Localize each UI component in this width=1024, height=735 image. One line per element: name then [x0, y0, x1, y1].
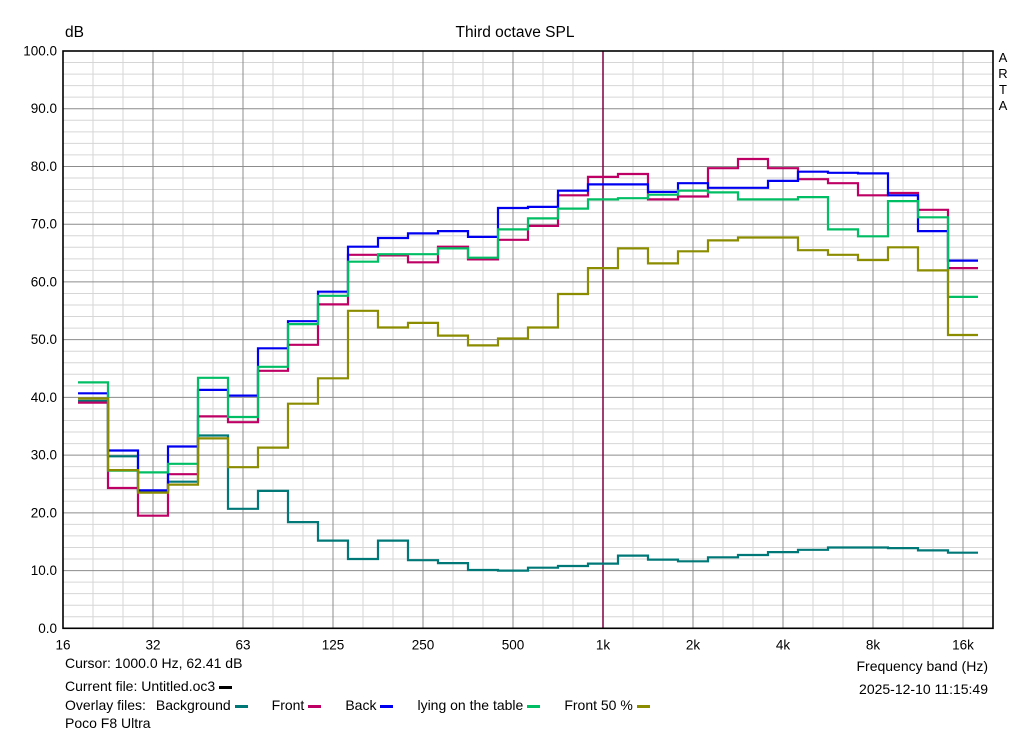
x-tick-label: 250	[412, 637, 435, 652]
arta-watermark: T	[999, 82, 1007, 97]
current-file-swatch	[219, 685, 233, 689]
chart-title: Third octave SPL	[456, 24, 575, 41]
overlay-legend: Background Front Back lying on the table Fro…	[146, 697, 664, 713]
overlay-name: Back	[345, 697, 377, 713]
x-tick-label: 4k	[776, 637, 791, 652]
datetime-label: 2025-12-10 11:15:49	[859, 681, 988, 697]
x-tick-label: 125	[322, 637, 345, 652]
overlay-swatch	[527, 704, 541, 708]
overlay-item: Back	[335, 697, 394, 713]
overlay-swatch	[380, 704, 394, 708]
y-unit-label: dB	[65, 24, 84, 41]
x-tick-label: 16	[55, 637, 70, 652]
x-tick-label: 500	[502, 637, 525, 652]
series-background	[78, 399, 978, 572]
arta-watermark: A	[999, 50, 1008, 65]
x-tick-label: 63	[235, 637, 250, 652]
y-tick-label: 10.0	[31, 563, 57, 578]
y-tick-label: 30.0	[31, 448, 57, 463]
current-file-line: Current file: Untitled.oc3	[65, 678, 233, 694]
x-tick-label: 2k	[686, 637, 701, 652]
overlay-swatch	[234, 704, 248, 708]
y-tick-label: 90.0	[31, 101, 57, 116]
x-tick-label: 32	[145, 637, 160, 652]
overlay-item: Front 50 %	[554, 697, 650, 713]
series-lying-on-the-table	[78, 189, 978, 474]
x-axis-label: Frequency band (Hz)	[856, 658, 988, 674]
y-tick-label: 60.0	[31, 274, 57, 289]
arta-watermark: A	[999, 98, 1008, 113]
y-tick-label: 100.0	[23, 44, 57, 59]
cursor-readout: Cursor: 1000.0 Hz, 62.41 dB	[65, 655, 243, 671]
overlay-item: Background	[146, 697, 248, 713]
overlay-name: Background	[155, 697, 231, 713]
series-front-50-	[78, 236, 978, 494]
y-tick-label: 40.0	[31, 390, 57, 405]
x-tick-label: 1k	[596, 637, 611, 652]
arta-watermark: R	[998, 66, 1007, 81]
y-tick-label: 70.0	[31, 217, 57, 232]
y-tick-label: 80.0	[31, 159, 57, 174]
overlay-item: lying on the table	[407, 697, 541, 713]
overlay-files-line: Overlay files: Background Front Back lying o…	[65, 697, 664, 713]
overlay-item: Front	[262, 697, 322, 713]
y-tick-label: 50.0	[31, 332, 57, 347]
y-tick-label: 20.0	[31, 505, 57, 520]
current-file-label: Current file: Untitled.oc3	[65, 678, 216, 694]
x-tick-label: 8k	[866, 637, 881, 652]
plot-border	[62, 50, 994, 630]
y-tick-label: 0.0	[38, 621, 57, 636]
overlay-name: Front	[271, 697, 305, 713]
device-note: Poco F8 Ultra	[65, 715, 151, 731]
overlay-swatch	[636, 704, 650, 708]
overlay-files-label: Overlay files:	[65, 697, 146, 713]
x-tick-label: 16k	[952, 637, 974, 652]
overlay-name: Front 50 %	[564, 697, 633, 713]
overlay-name: lying on the table	[417, 697, 524, 713]
series-front	[78, 157, 978, 517]
overlay-swatch	[308, 704, 322, 708]
